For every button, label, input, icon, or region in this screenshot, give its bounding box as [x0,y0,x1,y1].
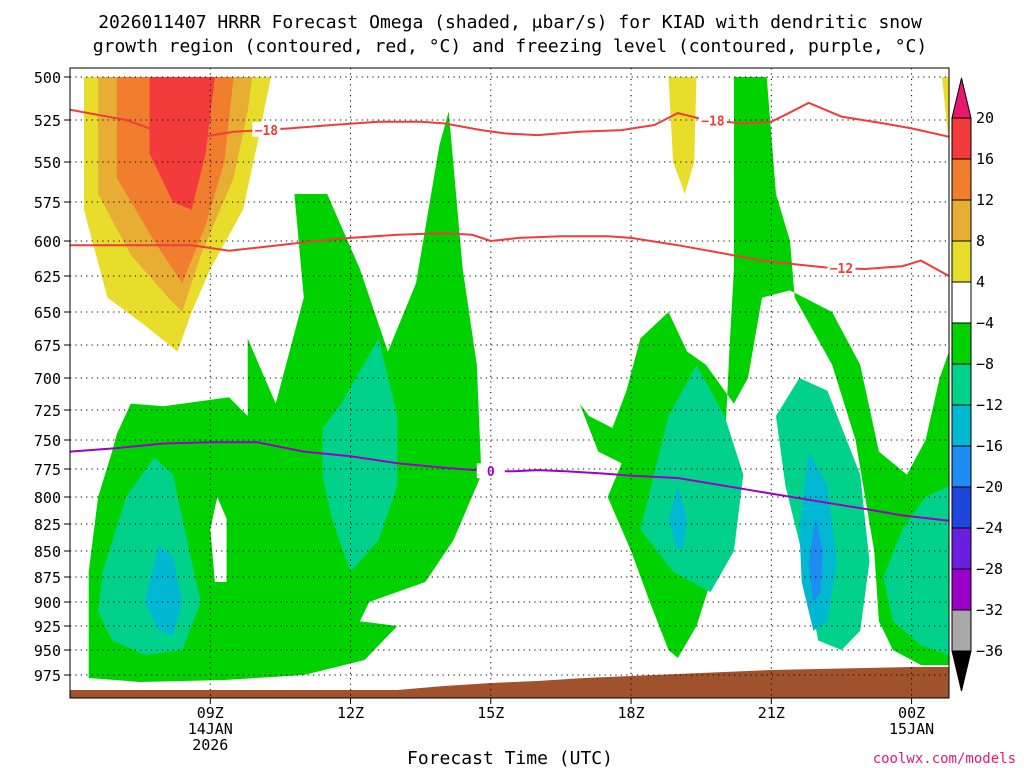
colorbar-label-0: 20 [976,109,994,127]
freezing-level-contour-label-bg-0 [476,463,505,479]
dendritic-contour-minus18-label-1: −18 [701,115,725,130]
colorbar: 20 16 12 8 4 −4 −8 −12 −16 −20 −24 −28 −32 −36 [951,77,1003,692]
colorbar-segment-8 [951,445,972,488]
dendritic-contour-minus12-label-bg-0 [827,260,856,276]
freezing-level-contour [70,441,949,522]
dendritic-contour-minus12-label-0: −12 [830,262,853,277]
y-tick-label-600: 600 [34,233,61,251]
x-axis-label: Forecast Time (UTC) [407,748,613,768]
y-tick-label-550: 550 [34,154,61,172]
colorbar-label-3: 8 [976,232,985,250]
colorbar-segment-3 [951,240,972,283]
y-tick-label-575: 575 [34,194,61,212]
x-tick-label-12Z-1: 12Z [337,704,364,722]
y-tick-label-625: 625 [34,268,61,286]
y-tick-label-875: 875 [34,569,61,587]
colorbar-segment-2 [951,199,972,242]
plot-area: −18 −18 −12 0 [70,68,949,698]
y-tick-label-675: 675 [34,337,61,355]
y-tick-label-925: 925 [34,618,61,636]
colorbar-label-13: −36 [976,642,1003,660]
omega-contour-neg4-6 [88,111,482,682]
y-tick-label-850: 850 [34,543,61,561]
colorbar-segment-11 [951,568,972,611]
colorbar-segment-4 [951,281,972,324]
omega-contour-neg8-10 [640,364,744,592]
colorbar-label-2: 12 [976,191,994,209]
x-tick-label-09Z-3: 2026 [192,736,228,754]
colorbar-segment-5 [951,322,972,365]
colorbar-label-6: −8 [976,355,994,373]
omega-contour-neg16-16 [808,518,823,602]
dendritic-contour-minus18-label-bg-0 [252,121,281,137]
colorbar-label-12: −32 [976,601,1003,619]
y-tick-label-775: 775 [34,461,61,479]
chart-title-line1: 2026011407 HRRR Forecast Omega (shaded, … [98,12,922,33]
omega-neutral-region-0 [210,497,227,582]
y-tick-label-650: 650 [34,304,61,322]
x-tick-label-09Z-2: 14JAN [188,720,233,738]
plot-frame [69,67,950,699]
y-tick-label-725: 725 [34,402,61,420]
colorbar-label-1: 16 [976,150,994,168]
x-tick-label-15Z-1: 15Z [477,704,504,722]
omega-contour-neg12-13 [144,545,183,636]
colorbar-segment-6 [951,363,972,406]
colorbar-segment-1 [951,158,972,201]
omega-contour-16-3 [149,77,215,210]
dendritic-contour-minus18-label-0: −18 [255,124,279,139]
colorbar-label-7: −12 [976,396,1003,414]
colorbar-label-10: −24 [976,519,1003,537]
dendritic-contour-minus18 [70,101,949,142]
colorbar-segment-12 [951,609,972,652]
colorbar-segment-0 [951,117,972,160]
omega-contour-neg8-12 [883,485,949,655]
grid-lines [70,68,949,698]
colorbar-bottom-triangle [951,650,972,692]
line-contours: −18 −18 −12 0 [70,101,949,522]
colorbar-label-8: −16 [976,437,1003,455]
x-tick-label-00Z-1: 00Z [898,704,925,722]
colorbar-label-4: 4 [976,273,985,291]
dendritic-contour-minus18-label-bg-1 [698,112,727,128]
omega-contour-neg8-9 [322,338,398,572]
colorbar-label-5: −4 [976,314,994,332]
y-tick-label-950: 950 [34,642,61,660]
colorbar-top-triangle [951,77,972,119]
colorbar-segment-9 [951,486,972,529]
omega-contour-neg12-14 [668,485,688,551]
colorbar-label-11: −28 [976,560,1003,578]
y-tick-label-800: 800 [34,489,61,507]
y-tick-label-525: 525 [34,112,61,130]
y-tick-label-900: 900 [34,594,61,612]
x-tick-label-21Z-1: 21Z [758,704,785,722]
y-tick-label-700: 700 [34,370,61,388]
y-tick-label-750: 750 [34,432,61,450]
credit-text: coolwx.com/models [873,751,1016,767]
x-tick-label-09Z-1: 09Z [197,704,224,722]
y-tick-label-500: 500 [34,69,61,87]
y-axis: 500 525 550 575 600 625 650 675 700 725 750 775 800 8… [34,69,70,685]
chart-title-line2: growth region (contoured, red, °C) and f… [93,36,927,57]
colorbar-label-9: −20 [976,478,1003,496]
x-tick-label-00Z-2: 15JAN [889,720,934,738]
y-tick-label-975: 975 [34,667,61,685]
colorbar-segment-10 [951,527,972,570]
y-tick-label-825: 825 [34,516,61,534]
omega-contour-4-4 [668,77,697,194]
colorbar-segment-7 [951,404,972,447]
omega-contour-4-5 [942,77,949,146]
x-tick-label-18Z-1: 18Z [618,704,645,722]
freezing-level-contour-label-0: 0 [487,465,495,480]
